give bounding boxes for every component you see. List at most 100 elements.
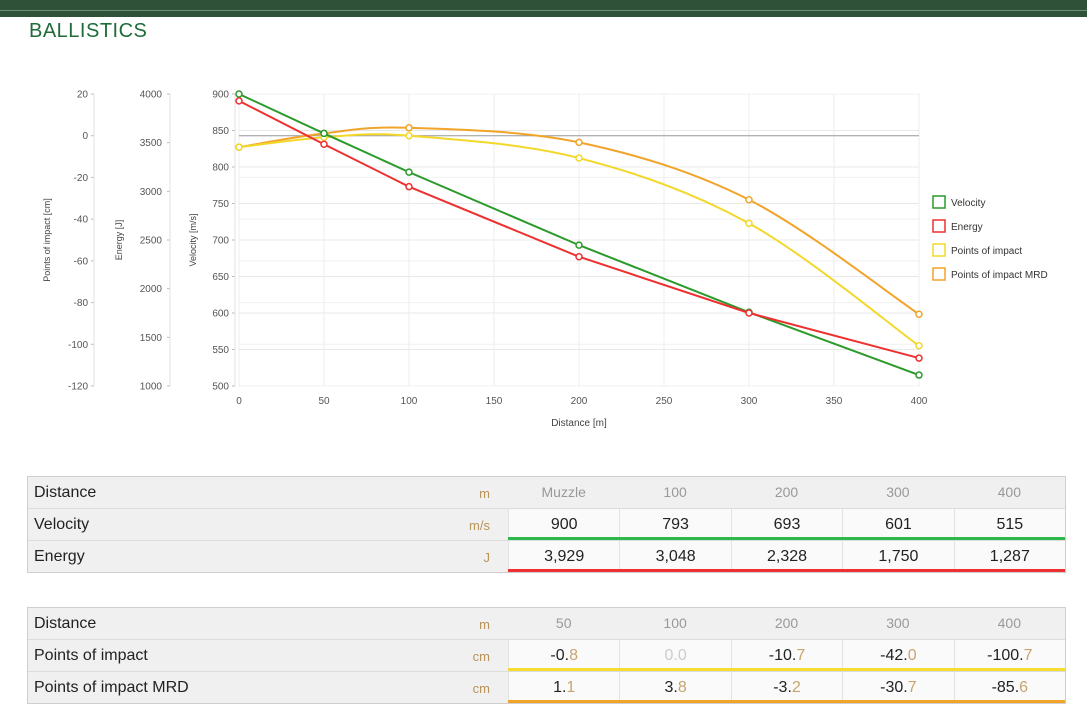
table-row-energy: Energy J 3,929 3,048 2,328 1,750 1,287	[28, 541, 1065, 572]
value-main: -0.	[550, 647, 570, 664]
data-point-points-of-impact-mrd	[405, 124, 413, 132]
value-main: -100.	[987, 647, 1024, 664]
y-tick-label: 2500	[140, 236, 163, 247]
y-tick-label: -80	[74, 298, 89, 309]
row-cells: 3,929 3,048 2,328 1,750 1,287	[508, 541, 1065, 572]
x-tick-label: 300	[741, 396, 758, 407]
legend-label-points-of-impact: Points of impact	[951, 246, 1022, 257]
value-main: 1,287	[989, 548, 1030, 565]
x-tick-label: 0	[236, 396, 242, 407]
value-cell: 693	[730, 509, 842, 540]
y-tick-label: 20	[77, 90, 89, 101]
value-fraction: 7	[907, 679, 917, 696]
x-tick-label: 150	[486, 396, 503, 407]
value-fraction: 1	[566, 679, 576, 696]
value-cell: 1,750	[842, 541, 953, 572]
data-point-points-of-impact	[915, 341, 923, 350]
y-tick-label: 750	[212, 199, 229, 210]
value-cell: -0.8	[508, 640, 619, 671]
value-main: -10.	[768, 647, 797, 664]
distance-header-cell: 200	[774, 615, 799, 631]
data-point-points-of-impact-mrd	[915, 310, 923, 319]
row-label: Distance	[34, 484, 97, 501]
y-axis-label: Velocity [m/s]	[188, 213, 198, 266]
data-point-velocity	[320, 129, 328, 138]
header-cells: 50 100 200 300 400	[508, 608, 1065, 639]
table-header-row: Distance m Muzzle 100 200 300 400	[28, 477, 1065, 509]
y-tick-label: -40	[74, 215, 89, 226]
y-tick-label: 600	[212, 309, 229, 320]
data-point-points-of-impact	[575, 154, 583, 162]
table-row-points-of-impact-mrd: Points of impact MRD cm 1.1 3.8 -3.2 -30.7 -85…	[28, 672, 1065, 703]
value-cell: -10.7	[730, 640, 842, 671]
x-tick-label: 350	[826, 396, 843, 407]
value-main: 3.	[664, 679, 678, 696]
data-point-energy	[915, 354, 923, 362]
y-tick-label: 650	[212, 272, 229, 283]
legend-swatch-points-of-impact	[932, 243, 946, 257]
ballistics-chart: 0 50 100 150 200 250 300 350 400200-20-40-60-80-…	[42, 90, 1048, 430]
data-point-points-of-impact	[235, 143, 243, 151]
page-title: BALLISTICS	[29, 20, 148, 42]
row-unit: m	[479, 486, 490, 501]
value-main: 601	[885, 516, 912, 533]
velocity-energy-table: Distance m Muzzle 100 200 300 400 Velocity m/s 90…	[27, 476, 1066, 573]
value-cell: 793	[619, 509, 730, 540]
distance-header-cell: 50	[555, 615, 572, 631]
value-main: -3.	[773, 679, 792, 696]
distance-header-cell: 100	[663, 615, 687, 631]
row-unit: m/s	[469, 518, 490, 533]
x-tick-label: 200	[571, 396, 588, 407]
row-color-bar	[508, 700, 1065, 703]
value-fraction: 0	[907, 647, 917, 664]
y-tick-label: 550	[212, 345, 229, 356]
value-fraction: 0	[677, 647, 687, 664]
distance-header-cell: 200	[774, 484, 799, 500]
row-color-bar	[508, 569, 1065, 572]
series-line-energy	[238, 100, 920, 360]
value-fraction: 7	[796, 647, 806, 664]
data-point-velocity	[575, 241, 583, 249]
y-tick-label: 850	[212, 126, 229, 137]
value-cell: -42.0	[842, 640, 953, 671]
y-tick-label: -60	[74, 256, 89, 267]
y-tick-label: 0	[82, 131, 88, 142]
value-cell: 1,287	[953, 541, 1065, 572]
y-tick-label: 1500	[140, 333, 163, 344]
legend-label-energy: Energy	[951, 222, 983, 233]
row-unit: cm	[472, 649, 490, 664]
value-cell: -30.7	[842, 672, 953, 703]
x-tick-label: 100	[401, 396, 418, 407]
y-tick-label: -100	[68, 340, 88, 351]
value-main: 3,929	[544, 548, 585, 565]
value-cell: 0.0	[619, 640, 730, 671]
distance-header-cell: 400	[997, 615, 1021, 631]
value-main: 1.	[553, 679, 567, 696]
value-main: 3,048	[655, 548, 696, 565]
data-point-energy	[405, 182, 413, 191]
value-cell: 515	[953, 509, 1065, 540]
points-of-impact-table: Distance m 50 100 200 300 400 Points of impact c…	[27, 607, 1066, 704]
legend-swatch-velocity	[932, 195, 946, 209]
data-point-points-of-impact	[745, 219, 753, 228]
data-point-energy	[320, 140, 328, 148]
data-point-points-of-impact-mrd	[575, 138, 583, 147]
distance-header-cell: Muzzle	[541, 484, 586, 500]
value-cell: 601	[842, 509, 953, 540]
value-cell: 3.8	[619, 672, 730, 703]
table-row-velocity: Velocity m/s 900 793 693 601 515	[28, 509, 1065, 541]
distance-header-cell: 300	[886, 615, 910, 631]
y-tick-label: -120	[68, 382, 88, 393]
row-label: Points of impact	[34, 647, 148, 664]
value-cell: 2,328	[730, 541, 842, 572]
value-main: 2,328	[766, 548, 808, 565]
value-fraction: 8	[569, 647, 578, 664]
row-unit: cm	[472, 681, 490, 696]
y-tick-label: 3500	[140, 138, 163, 149]
value-main: 515	[996, 516, 1024, 533]
series-line-velocity	[238, 93, 920, 376]
value-main: 693	[773, 516, 801, 533]
data-point-velocity	[235, 90, 243, 98]
row-unit: m	[479, 617, 490, 632]
data-point-energy	[575, 252, 583, 261]
